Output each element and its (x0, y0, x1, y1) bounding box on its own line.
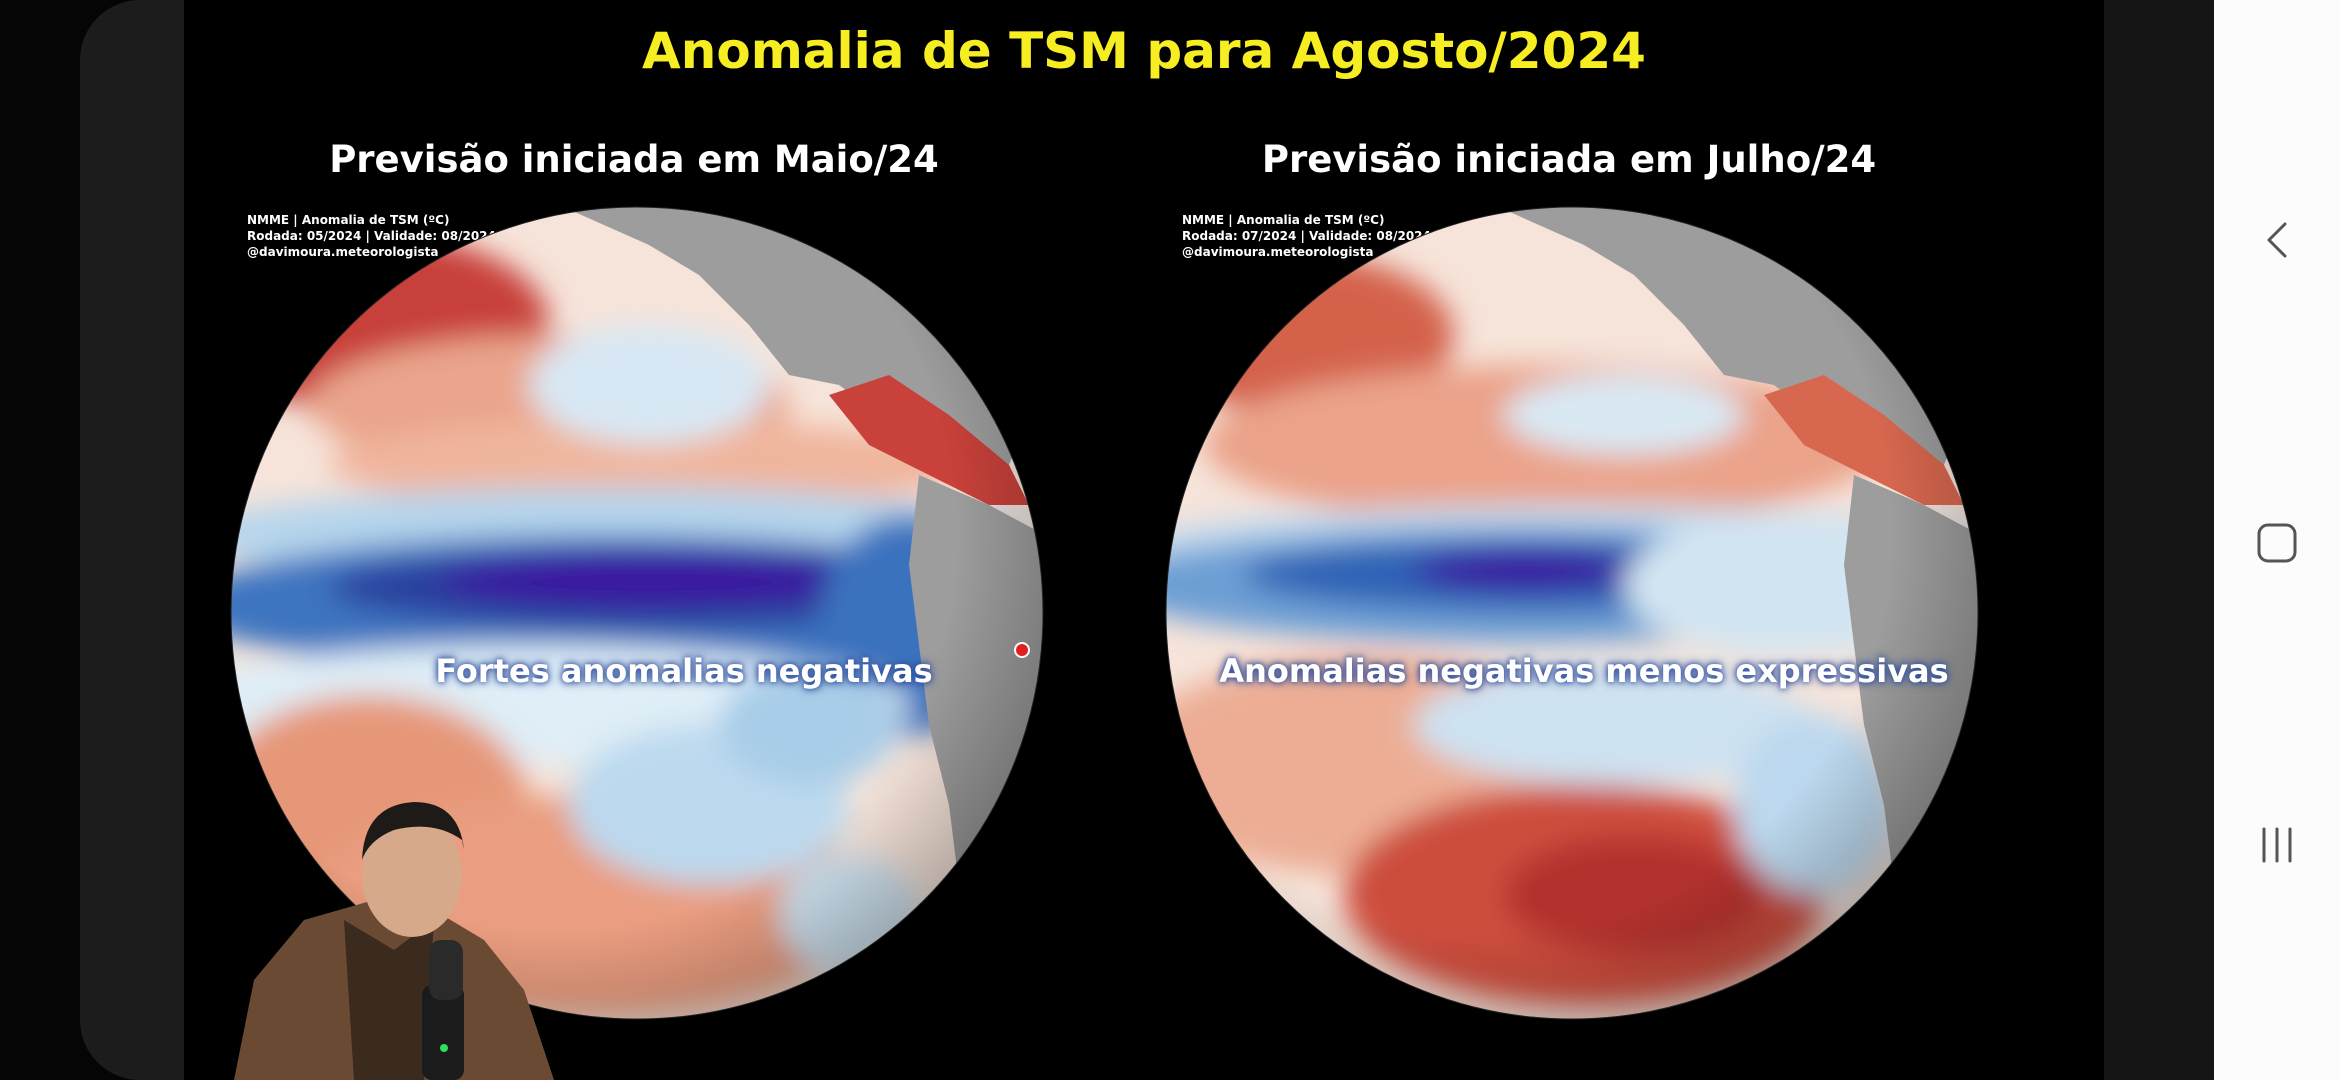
recents-icon[interactable] (2247, 815, 2307, 875)
right-map-annotation: Anomalias negativas menos expressivas (1219, 652, 1949, 690)
right-meta-source: NMME | Anomalia de TSM (ºC) (1182, 213, 1385, 227)
left-map-metadata: NMME | Anomalia de TSM (ºC) Rodada: 05/2… (247, 212, 496, 260)
right-map-subtitle: Previsão iniciada em Julho/24 (1261, 138, 1877, 181)
left-map-annotation: Fortes anomalias negativas (435, 652, 933, 690)
android-nav-bar (2214, 0, 2340, 1080)
marker-icon (1014, 642, 1030, 658)
left-map-subtitle: Previsão iniciada em Maio/24 (329, 138, 939, 181)
presenter-webcam (234, 802, 554, 1080)
right-meta-run: Rodada: 07/2024 | Validade: 08/2024 (1182, 229, 1431, 243)
forecast-slide: Anomalia de TSM para Agosto/2024 Previsã… (184, 0, 2269, 1080)
right-meta-author: @davimoura.meteorologista (1182, 245, 1374, 259)
left-sst-globe-map (230, 206, 1044, 1020)
video-bezel-left (80, 0, 184, 1080)
right-sst-globe-map (1165, 206, 1979, 1020)
video-player[interactable]: Anomalia de TSM para Agosto/2024 Previsã… (0, 0, 2269, 1080)
video-bezel-right (2104, 0, 2214, 1080)
home-icon[interactable] (2247, 513, 2307, 573)
slide-title: Anomalia de TSM para Agosto/2024 (642, 22, 1646, 80)
left-meta-run: Rodada: 05/2024 | Validade: 08/2024 (247, 229, 496, 243)
left-meta-author: @davimoura.meteorologista (247, 245, 439, 259)
right-map-metadata: NMME | Anomalia de TSM (ºC) Rodada: 07/2… (1182, 212, 1431, 260)
left-meta-source: NMME | Anomalia de TSM (ºC) (247, 213, 450, 227)
back-icon[interactable] (2247, 210, 2307, 270)
